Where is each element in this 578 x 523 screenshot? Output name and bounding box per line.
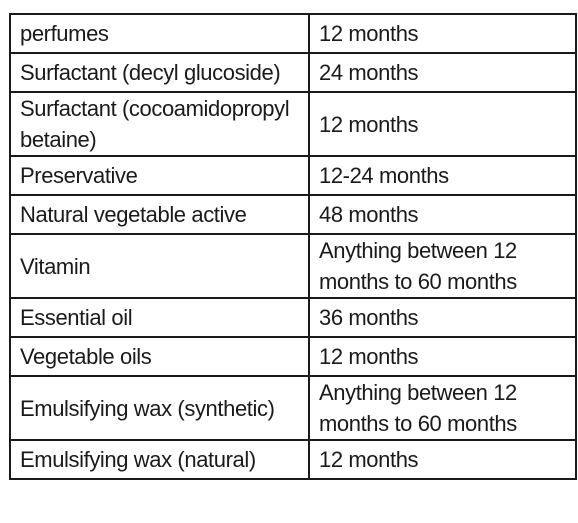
ingredient-cell: Preservative: [9, 155, 310, 196]
ingredient-cell: Essential oil: [9, 297, 310, 338]
table-row: Surfactant (decyl glucoside) 24 months: [9, 52, 577, 93]
table-row: Preservative 12-24 months: [9, 155, 577, 196]
shelf-life-cell: 36 months: [308, 297, 577, 338]
ingredient-cell: Surfactant (decyl glucoside): [9, 52, 310, 93]
ingredient-cell: Surfactant (cocoamidopropyl betaine): [9, 91, 310, 157]
shelf-life-cell: Anything between 12 months to 60 months: [308, 375, 577, 441]
shelf-life-cell: 12 months: [308, 91, 577, 157]
shelf-life-table: perfumes 12 months Surfactant (decyl glu…: [9, 13, 577, 480]
shelf-life-cell: 12-24 months: [308, 155, 577, 196]
ingredient-cell: perfumes: [9, 13, 310, 54]
table-row: Vegetable oils 12 months: [9, 336, 577, 377]
table-row: Surfactant (cocoamidopropyl betaine) 12 …: [9, 91, 577, 157]
shelf-life-cell: 24 months: [308, 52, 577, 93]
table-row: Vitamin Anything between 12 months to 60…: [9, 233, 577, 299]
shelf-life-cell: Anything between 12 months to 60 months: [308, 233, 577, 299]
shelf-life-cell: 48 months: [308, 194, 577, 235]
ingredient-cell: Vegetable oils: [9, 336, 310, 377]
table-row: Emulsifying wax (natural) 12 months: [9, 439, 577, 480]
ingredient-cell: Vitamin: [9, 233, 310, 299]
table-row: Emulsifying wax (synthetic) Anything bet…: [9, 375, 577, 441]
ingredient-cell: Emulsifying wax (natural): [9, 439, 310, 480]
table-row: Natural vegetable active 48 months: [9, 194, 577, 235]
shelf-life-cell: 12 months: [308, 439, 577, 480]
shelf-life-cell: 12 months: [308, 13, 577, 54]
ingredient-cell: Emulsifying wax (synthetic): [9, 375, 310, 441]
table-row: perfumes 12 months: [9, 13, 577, 54]
table-row: Essential oil 36 months: [9, 297, 577, 338]
ingredient-cell: Natural vegetable active: [9, 194, 310, 235]
shelf-life-cell: 12 months: [308, 336, 577, 377]
